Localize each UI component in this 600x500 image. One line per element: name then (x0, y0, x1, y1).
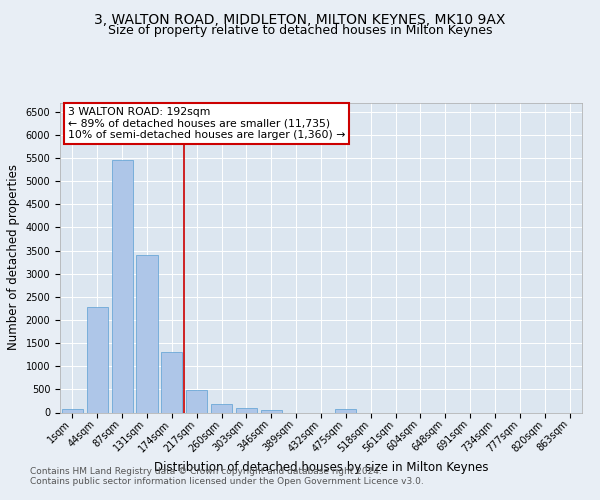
X-axis label: Distribution of detached houses by size in Milton Keynes: Distribution of detached houses by size … (154, 460, 488, 473)
Text: 3 WALTON ROAD: 192sqm
← 89% of detached houses are smaller (11,735)
10% of semi-: 3 WALTON ROAD: 192sqm ← 89% of detached … (68, 107, 345, 140)
Bar (186, 390, 207, 412)
Text: Contains public sector information licensed under the Open Government Licence v3: Contains public sector information licen… (30, 477, 424, 486)
Y-axis label: Number of detached properties: Number of detached properties (7, 164, 20, 350)
Bar (211, 404, 232, 412)
Bar (261, 410, 282, 412)
Bar (112, 160, 133, 412)
Bar (136, 255, 158, 412)
Text: Contains HM Land Registry data © Crown copyright and database right 2024.: Contains HM Land Registry data © Crown c… (30, 467, 382, 476)
Bar (87, 307, 108, 412)
Bar (161, 352, 182, 412)
Text: 3, WALTON ROAD, MIDDLETON, MILTON KEYNES, MK10 9AX: 3, WALTON ROAD, MIDDLETON, MILTON KEYNES… (94, 12, 506, 26)
Bar (236, 408, 257, 412)
Bar (335, 410, 356, 412)
Text: Size of property relative to detached houses in Milton Keynes: Size of property relative to detached ho… (108, 24, 492, 37)
Bar (62, 409, 83, 412)
